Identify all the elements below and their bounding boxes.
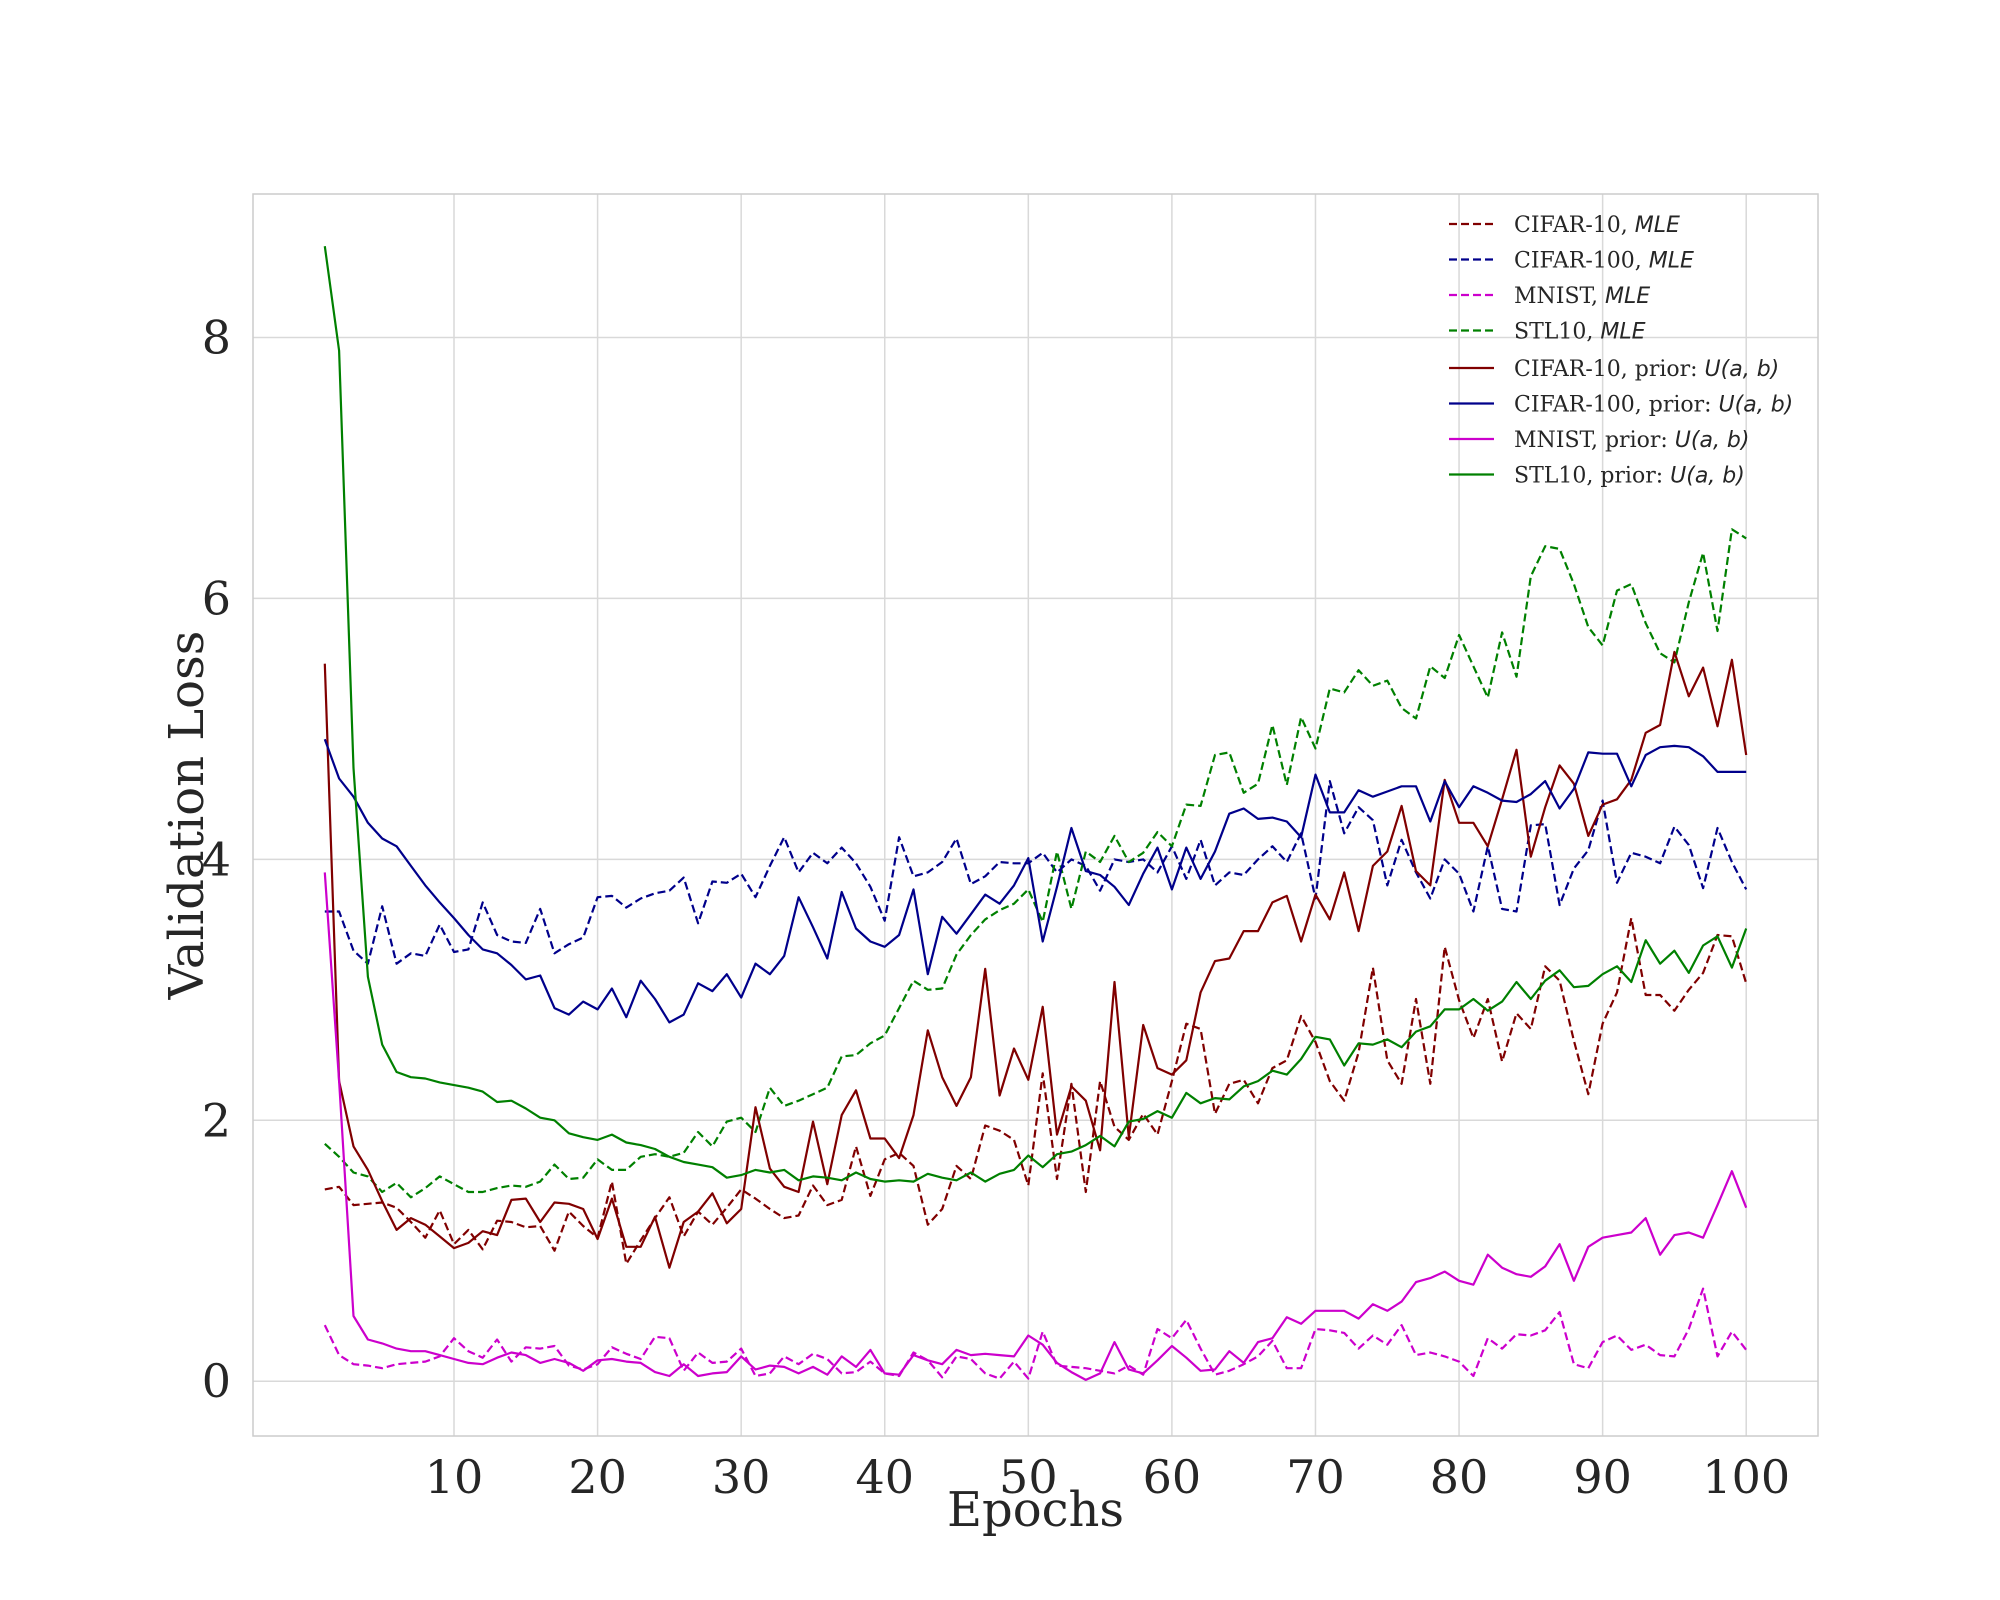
x-tick-label: 10: [425, 1450, 484, 1504]
y-tick-label: 2: [202, 1093, 231, 1147]
x-tick-label: 30: [712, 1450, 771, 1504]
tick-labels: 10 20 30 40 50 60 70 80 90 100 0 2 4 6 8: [202, 311, 1790, 1504]
x-axis-label: Epochs: [947, 1482, 1124, 1538]
x-tick-label: 20: [568, 1450, 627, 1504]
legend-label-math: U(a, b): [1675, 428, 1750, 453]
series-line-4: [323, 650, 1748, 1269]
legend-label-math: U(a, b): [1719, 393, 1794, 418]
y-tick-label: 6: [202, 571, 231, 625]
legend: CIFAR-10, MLE CIFAR-100, MLE MNIST, MLE STL…: [1449, 213, 1793, 489]
legend-label-math: MLE: [1605, 284, 1650, 309]
series-line-7: [323, 246, 1748, 1183]
series-lines: [323, 246, 1748, 1382]
x-tick-label: 70: [1286, 1450, 1345, 1504]
legend-label-4: CIFAR-10, prior: U(a, b): [1514, 357, 1779, 382]
legend-label-math: U(a, b): [1705, 357, 1780, 382]
y-tick-label: 8: [202, 311, 231, 365]
plot-frame: [252, 193, 1819, 1437]
legend-label-2: MNIST, MLE: [1514, 284, 1650, 309]
x-tick-label: 100: [1702, 1450, 1790, 1504]
legend-label-1: CIFAR-100, MLE: [1514, 249, 1694, 274]
grid-lines: [253, 194, 1818, 1436]
series-line-2: [323, 1287, 1748, 1380]
legend-label-math: MLE: [1635, 213, 1680, 238]
legend-label-3: STL10, MLE: [1514, 320, 1646, 345]
legend-label-5: CIFAR-100, prior: U(a, b): [1514, 393, 1793, 418]
legend-label-math: U(a, b): [1670, 464, 1745, 489]
series-line-0: [324, 916, 1748, 1265]
y-axis-label: Validation Loss: [159, 631, 215, 1001]
legend-label-7: STL10, prior: U(a, b): [1514, 464, 1745, 489]
x-tick-label: 90: [1573, 1450, 1632, 1504]
legend-label-math: MLE: [1600, 320, 1645, 345]
series-line-1: [324, 779, 1748, 965]
x-tick-label: 50: [999, 1450, 1058, 1504]
legend-label-math: MLE: [1649, 249, 1694, 274]
x-tick-label: 80: [1430, 1450, 1489, 1504]
y-tick-label: 0: [202, 1354, 231, 1408]
y-tick-label: 4: [202, 832, 231, 886]
series-line-5: [323, 738, 1747, 1024]
legend-label-6: MNIST, prior: U(a, b): [1514, 428, 1749, 453]
legend-label-0: CIFAR-10, MLE: [1514, 213, 1680, 238]
series-line-6: [323, 872, 1748, 1382]
x-tick-label: 60: [1143, 1450, 1202, 1504]
x-tick-label: 40: [855, 1450, 914, 1504]
